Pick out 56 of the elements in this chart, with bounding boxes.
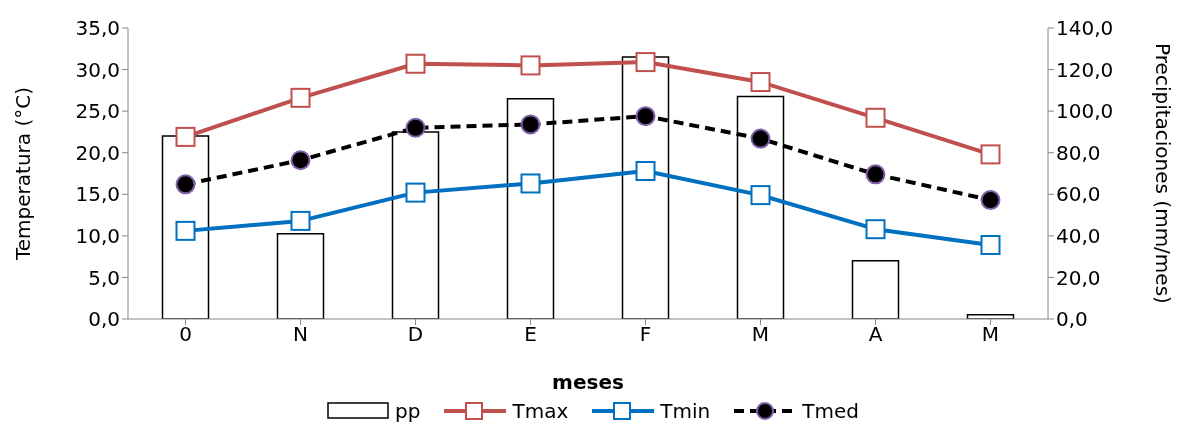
point	[290, 87, 311, 108]
point	[980, 235, 1001, 255]
point	[750, 72, 771, 93]
x-tick-label: N	[293, 322, 308, 347]
point	[635, 161, 656, 182]
point	[520, 55, 541, 76]
point	[175, 126, 196, 147]
y-axis-title: Temperatura (°C)	[11, 86, 36, 262]
legend-label: Tmin	[660, 399, 711, 423]
point	[865, 164, 886, 185]
y-tick-label: 20,0	[75, 140, 120, 165]
point	[750, 128, 771, 149]
y-tick-label: 15,0	[75, 182, 120, 207]
y2-tick-label: 140,0	[1056, 16, 1114, 41]
point	[290, 210, 311, 231]
point	[865, 219, 886, 240]
point	[405, 182, 426, 203]
y2-tick-label: 20,0	[1056, 265, 1101, 290]
x-tick-label: M	[981, 322, 1000, 347]
point	[520, 114, 541, 135]
point	[865, 107, 886, 128]
y2-tick-label: 100,0	[1056, 99, 1114, 124]
x-tick-label: F	[639, 322, 652, 347]
legend-label: Tmax	[512, 399, 569, 423]
y2-axis-title: Precipitaciones (mm/mes)	[1150, 43, 1175, 304]
x-tick-label: A	[868, 322, 883, 347]
point	[750, 185, 771, 206]
y-tick-label: 30,0	[75, 57, 120, 82]
y2-tick-label: 60,0	[1056, 182, 1101, 207]
point	[175, 174, 196, 195]
y2-tick-label: 0,0	[1056, 307, 1088, 332]
y2-tick-label: 120,0	[1056, 57, 1114, 82]
point	[635, 52, 656, 73]
y-tick-label: 35,0	[75, 16, 120, 41]
bar	[851, 260, 900, 319]
x-tick-label: 0	[179, 322, 192, 347]
point	[290, 150, 311, 171]
y-tick-label: 5,0	[88, 265, 120, 290]
point	[980, 144, 1001, 165]
x-tick-label: D	[407, 322, 424, 347]
point	[405, 53, 426, 74]
point	[175, 220, 196, 241]
y2-tick-label: 80,0	[1056, 140, 1101, 165]
legend-label: pp	[395, 399, 421, 423]
x-tick-label: M	[751, 322, 770, 347]
point	[405, 117, 426, 138]
y-tick-label: 0,0	[88, 307, 120, 332]
y2-tick-label: 40,0	[1056, 223, 1101, 248]
x-tick-label: E	[524, 322, 537, 347]
point	[980, 190, 1001, 211]
point	[520, 173, 541, 194]
legend-label: Tmed	[802, 399, 859, 423]
point	[635, 106, 656, 127]
y-tick-label: 10,0	[75, 223, 120, 248]
x-axis-title: meses	[552, 370, 624, 394]
y-tick-label: 25,0	[75, 99, 120, 124]
